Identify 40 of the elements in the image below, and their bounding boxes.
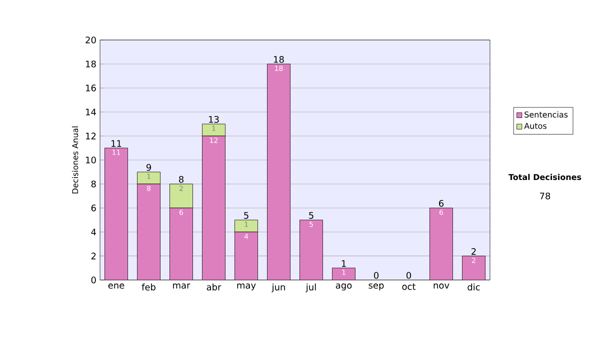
total-label: 6 — [439, 200, 444, 207]
total-label: 1 — [342, 260, 346, 267]
total-label: 0 — [374, 272, 379, 279]
x-tick-label: oct — [402, 284, 416, 290]
x-tick-label: mar — [173, 284, 190, 289]
y-tick-label: 0 — [91, 276, 96, 284]
total-label: 11 — [112, 140, 122, 147]
y-axis-title: Decisiones Anual — [72, 126, 78, 194]
total-label: 13 — [209, 116, 219, 123]
x-tick-label: sep — [368, 284, 384, 290]
text: Total Decisiones — [508, 174, 582, 180]
text: 78 — [540, 192, 550, 200]
total-label: 2 — [472, 248, 476, 255]
total-label: 9 — [146, 164, 151, 171]
x-tick-label: nov — [434, 284, 450, 289]
y-tick-label: 6 — [91, 204, 96, 212]
total-label: 18 — [274, 56, 284, 63]
x-tick-label: jul — [306, 284, 316, 292]
total-label: 5 — [244, 212, 248, 219]
x-tick-label: feb — [142, 284, 156, 290]
legend-label: Sentencias — [524, 111, 568, 118]
y-tick-label: 4 — [91, 228, 96, 236]
total-label: 0 — [406, 272, 412, 279]
y-tick-label: 16 — [86, 84, 96, 92]
y-tick-label: 2 — [91, 252, 96, 260]
total-label: 8 — [179, 176, 184, 183]
y-tick-label: 8 — [91, 180, 96, 188]
y-tick-label: 14 — [86, 108, 96, 116]
y-tick-label: 20 — [86, 36, 96, 44]
y-tick-label: 12 — [86, 132, 96, 140]
y-tick-label: 10 — [86, 156, 96, 164]
y-tick-label: 18 — [86, 60, 96, 68]
x-tick-label: abr — [206, 284, 222, 290]
x-tick-label: ago — [336, 284, 352, 290]
total-label: 5 — [309, 212, 314, 219]
legend-label: Autos — [524, 122, 546, 129]
x-tick-label: may — [237, 284, 256, 290]
x-tick-label: dic — [468, 284, 480, 290]
x-tick-label: jun — [272, 284, 285, 292]
x-tick-label: ene — [108, 284, 124, 289]
